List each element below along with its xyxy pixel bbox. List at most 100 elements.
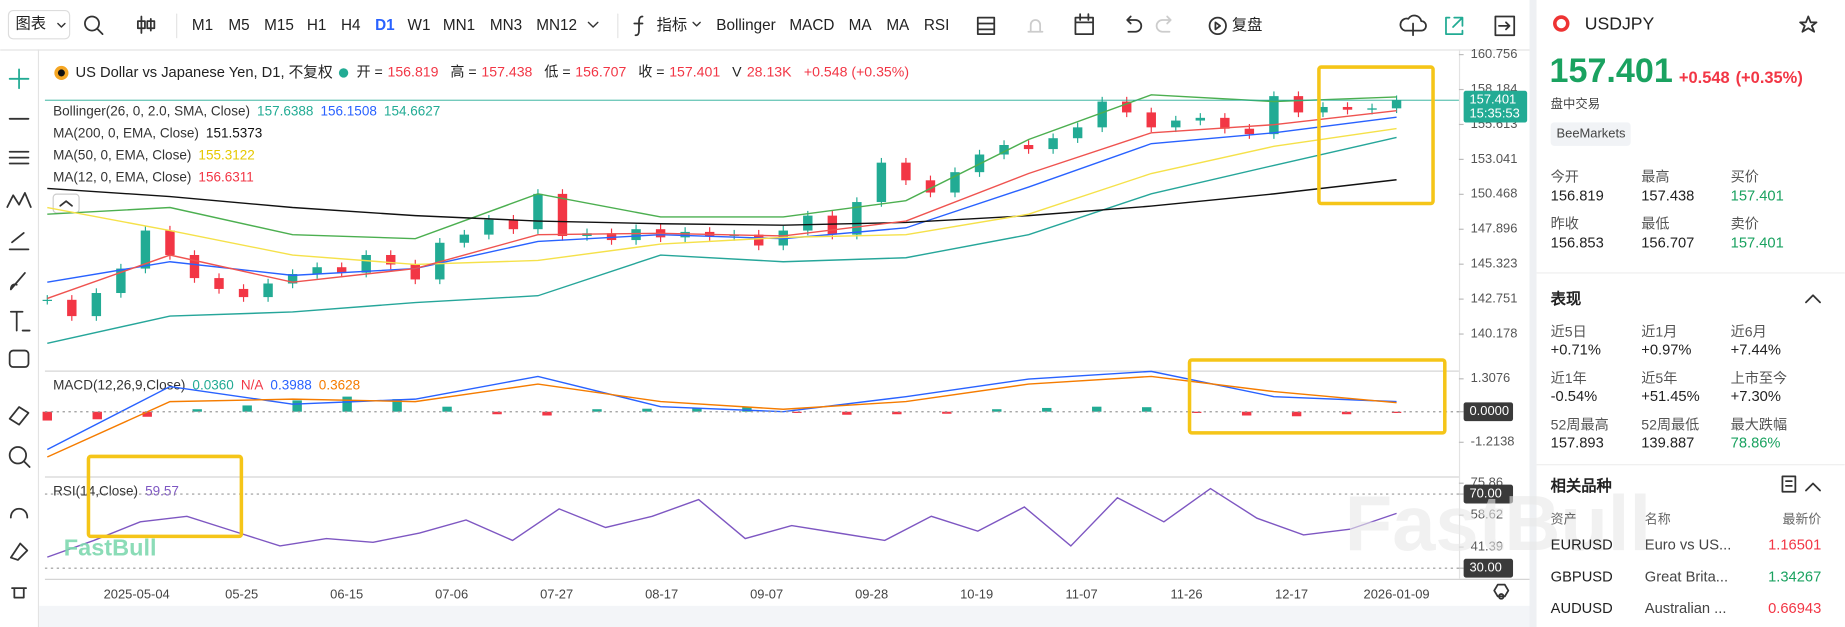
perf-value: 78.86% [1731, 435, 1781, 451]
macd-bar [392, 399, 402, 412]
timeframe[interactable]: MN3 [490, 17, 522, 34]
indicator-line [47, 179, 1397, 226]
symbol-line: US Dollar vs Japanese Yen, D1, 不复权 [76, 63, 333, 81]
timeframe[interactable]: MN1 [443, 17, 475, 34]
perf-value: 139.887 [1641, 435, 1694, 451]
y-tick-label: 140.178 [1471, 325, 1518, 340]
timeframe[interactable]: H4 [341, 17, 361, 34]
indicator-line [47, 116, 1397, 283]
indicator-line [47, 127, 1397, 266]
perf-label: 近1月 [1641, 324, 1677, 340]
section-title[interactable]: 相关品种 [1551, 477, 1612, 495]
candle [1072, 127, 1083, 139]
related-name: Euro vs US... [1645, 538, 1732, 554]
x-tick-label: 10-19 [960, 587, 993, 602]
y-tick-label: 70.00 [1470, 485, 1502, 500]
toolbar-icons[interactable] [7, 9, 1516, 600]
related-name: Australian ... [1645, 601, 1727, 617]
divider [1529, 0, 1537, 627]
replay[interactable]: 复盘 [1232, 16, 1263, 34]
candle [1293, 96, 1304, 113]
stat-value: 157.401 [1731, 235, 1784, 251]
candle [1097, 101, 1107, 128]
related-price: 1.34267 [1768, 569, 1821, 585]
candle [1269, 96, 1279, 135]
last-time: 15:35:53 [1470, 106, 1520, 121]
list-icon[interactable] [1781, 475, 1797, 493]
y-tick-label: 153.041 [1471, 151, 1518, 166]
related-symbol[interactable]: EURUSD [1551, 538, 1613, 554]
rsi-value: 59.57 [145, 483, 179, 498]
macd-bar [1341, 411, 1352, 415]
timeframe[interactable]: W1 [408, 17, 431, 34]
related-symbol[interactable]: AUDUSD [1551, 601, 1613, 617]
indicator-legend: MA(200, 0, EMA, Close) [53, 125, 199, 140]
timeframe[interactable]: M15 [264, 17, 294, 34]
collapse-button[interactable] [52, 193, 80, 214]
drawing-tools[interactable] [6, 68, 32, 599]
candle [631, 229, 641, 241]
x-tick-label: 09-28 [855, 587, 888, 602]
macd-bar [1291, 411, 1302, 417]
candle [1244, 128, 1255, 135]
perf-value: +7.30% [1731, 389, 1781, 405]
indicators-menu[interactable]: 指标 [657, 17, 688, 34]
stat-label: 今开 [1551, 168, 1579, 184]
y-tick-label: 1.3076 [1471, 370, 1511, 385]
macd-bar [892, 411, 902, 415]
change-pct: (+0.35%) [1736, 69, 1803, 87]
chart-menu[interactable]: 图表 [16, 16, 47, 33]
macd-bar [42, 411, 52, 421]
stat-label: 买价 [1731, 168, 1759, 184]
timeframe[interactable]: M5 [228, 17, 249, 34]
stat-value: 157.438 [1641, 188, 1694, 204]
macd-bar [592, 409, 602, 412]
macd-bar [192, 409, 202, 412]
candle [1367, 108, 1377, 110]
collapse-chevron[interactable] [1805, 294, 1821, 304]
timeframe[interactable]: M1 [192, 17, 213, 34]
indicator-legend: Bollinger(26, 0, 2.0, SMA, Close) [53, 103, 250, 118]
indicator[interactable]: MACD [789, 17, 834, 34]
y-tick-label: 0.0000 [1470, 403, 1510, 418]
collapse-chevron[interactable] [1805, 482, 1821, 492]
table-header: 资产 [1551, 511, 1577, 526]
macd-value: N/A [241, 377, 264, 392]
indicator-line [47, 94, 1397, 240]
collapse-icon[interactable] [59, 200, 73, 207]
stat-value: 157.401 [1731, 188, 1784, 204]
indicator[interactable]: Bollinger [716, 17, 775, 34]
ohlc-value: 156.819 [387, 64, 438, 80]
macd-bar [292, 400, 302, 412]
y-tick-label: -1.2138 [1471, 434, 1515, 449]
favorite-star[interactable] [1799, 15, 1818, 33]
stat-label: 最低 [1641, 215, 1669, 231]
candle [361, 254, 371, 273]
stat-label: 最高 [1641, 168, 1669, 184]
related-symbol[interactable]: GBPUSD [1551, 569, 1613, 585]
indicator-value: 155.3122 [198, 147, 254, 162]
indicator[interactable]: MA [886, 17, 910, 34]
status-dot [338, 68, 349, 78]
timeframe[interactable]: D1 [375, 17, 395, 34]
candle [1220, 117, 1230, 129]
indicator-value: 156.6311 [198, 169, 253, 184]
candle [876, 162, 887, 203]
section-title[interactable]: 表现 [1551, 290, 1582, 308]
indicator[interactable]: RSI [924, 17, 949, 34]
macd-bar [692, 407, 702, 412]
candle [508, 219, 519, 230]
ohlc-label: 低 = [544, 64, 570, 80]
y-tick-label: 147.896 [1471, 221, 1518, 236]
candle [140, 230, 151, 269]
candle [1391, 100, 1402, 109]
perf-value: +0.97% [1641, 342, 1691, 358]
candle [999, 145, 1009, 155]
table-header: 最新价 [1782, 511, 1821, 526]
timeframe[interactable]: MN12 [536, 17, 577, 34]
candle [852, 202, 862, 235]
indicator[interactable]: MA [849, 17, 873, 34]
timeframe[interactable]: H1 [307, 17, 327, 34]
